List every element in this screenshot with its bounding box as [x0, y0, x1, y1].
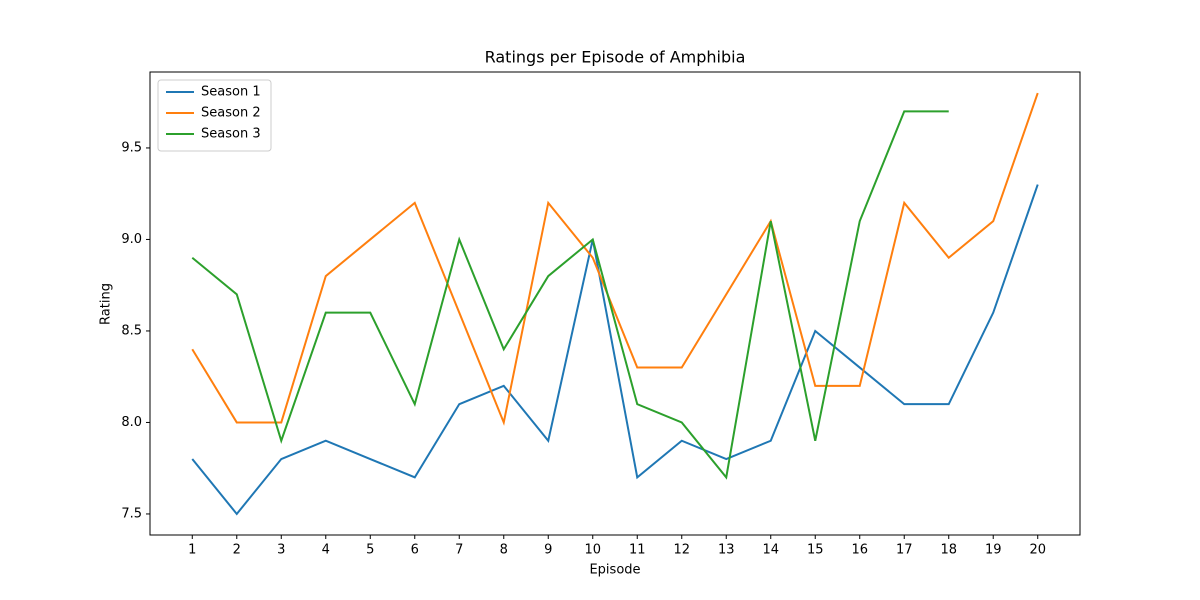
x-tick-label: 12 — [673, 543, 690, 558]
y-tick-label: 8.5 — [121, 323, 142, 338]
x-tick-label: 13 — [718, 543, 735, 558]
legend-label: Season 3 — [201, 127, 261, 142]
x-tick-label: 7 — [455, 543, 463, 558]
y-tick-label: 9.5 — [121, 140, 142, 155]
x-tick-label: 3 — [277, 543, 285, 558]
x-tick-label: 20 — [1029, 543, 1046, 558]
x-tick-label: 16 — [851, 543, 868, 558]
x-tick-label: 4 — [322, 543, 330, 558]
x-tick-label: 6 — [411, 543, 419, 558]
x-tick-label: 15 — [807, 543, 824, 558]
x-tick-label: 5 — [366, 543, 374, 558]
x-tick-label: 17 — [896, 543, 913, 558]
x-tick-label: 2 — [233, 543, 241, 558]
y-tick-label: 9.0 — [121, 232, 142, 247]
chart-title: Ratings per Episode of Amphibia — [485, 48, 746, 67]
x-tick-label: 9 — [544, 543, 552, 558]
plot-frame — [149, 71, 1081, 536]
y-axis-label: Rating — [99, 283, 114, 325]
y-tick-label: 7.5 — [121, 506, 142, 521]
legend-label: Season 2 — [201, 106, 261, 121]
x-tick-label: 18 — [940, 543, 957, 558]
x-tick-label: 14 — [762, 543, 779, 558]
line-series — [191, 184, 1039, 516]
y-tick-label: 8.0 — [121, 415, 142, 430]
x-axis-label: Episode — [589, 563, 640, 578]
line-series — [191, 110, 949, 480]
x-tick-label: 10 — [584, 543, 601, 558]
line-series — [191, 92, 1039, 426]
x-tick-label: 1 — [188, 543, 196, 558]
legend-label: Season 1 — [201, 85, 261, 100]
x-tick-label: 19 — [985, 543, 1002, 558]
x-tick-label: 11 — [629, 543, 646, 558]
x-tick-label: 8 — [500, 543, 508, 558]
